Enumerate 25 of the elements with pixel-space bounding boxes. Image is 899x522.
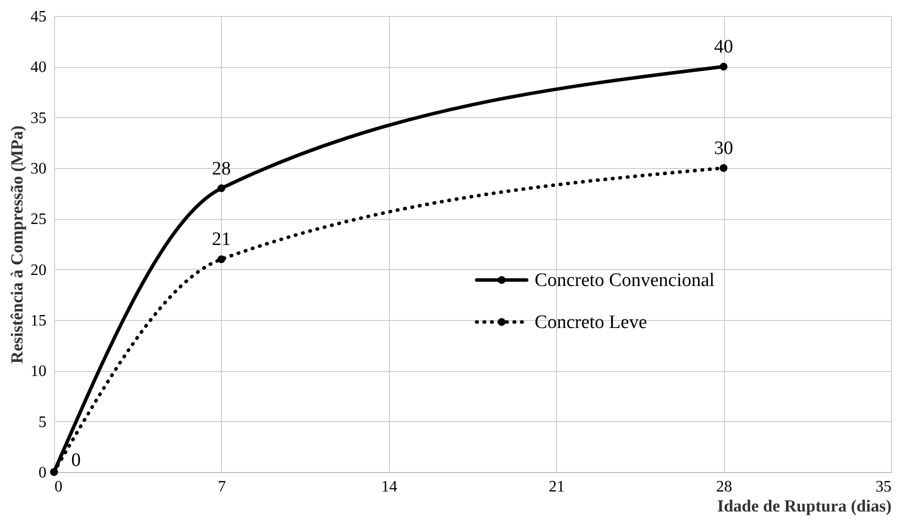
y-tick-label: 20 [30, 262, 46, 279]
y-tick-label: 35 [30, 110, 46, 127]
legend-label: Concreto Leve [534, 312, 648, 333]
y-tick-label: 10 [30, 363, 46, 380]
y-tick-label: 25 [30, 211, 46, 228]
data-label: 0 [71, 450, 81, 471]
x-tick-label: 28 [716, 478, 732, 496]
x-tick-label: 21 [548, 478, 565, 496]
y-tick-label: 30 [30, 160, 46, 178]
legend-label: Concreto Convencional [534, 270, 715, 291]
data-label: 28 [212, 158, 231, 180]
data-label: 30 [714, 138, 734, 159]
data-label: 40 [714, 36, 734, 58]
x-tick-label: 7 [218, 478, 226, 496]
x-tick-label: 0 [54, 478, 62, 496]
data-label: 21 [212, 229, 231, 250]
x-tick-label: 35 [876, 478, 892, 496]
x-axis-title: Idade de Ruptura (dias) [717, 496, 892, 516]
y-tick-label: 0 [38, 464, 46, 482]
y-tick-label: 15 [30, 312, 46, 330]
y-tick-label: 40 [30, 59, 46, 76]
y-axis-title: Resistência à Compressão (MPa) [8, 125, 26, 364]
y-tick-label: 5 [38, 414, 46, 431]
x-tick-label: 14 [381, 478, 398, 496]
y-tick-label: 45 [30, 8, 46, 26]
